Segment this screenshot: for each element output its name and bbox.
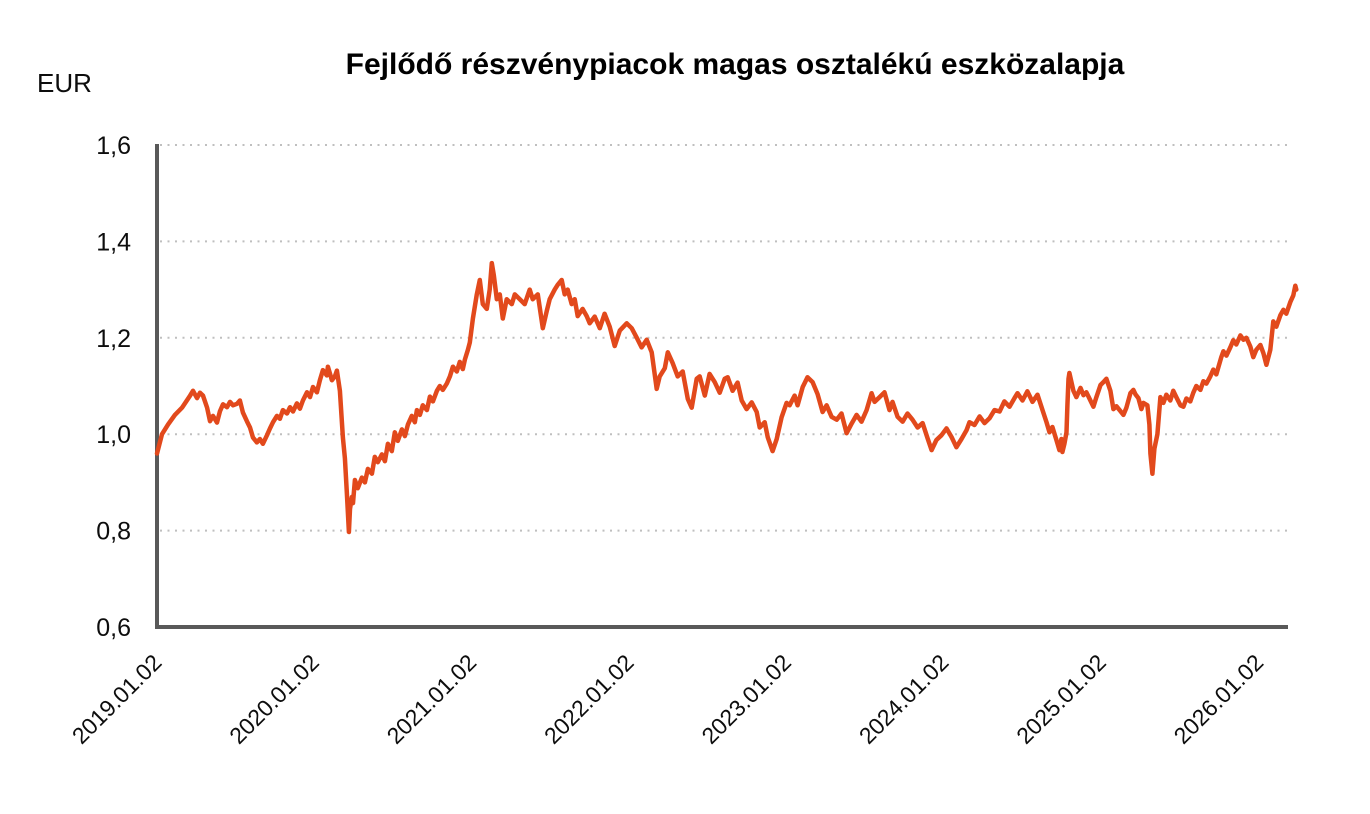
y-tick-label: 1,6 <box>96 132 131 160</box>
y-tick-label: 0,6 <box>96 614 131 642</box>
x-tick-label: 2026.01.02 <box>1169 649 1269 749</box>
y-axis-tick-labels: 1,6 1,4 1,2 1,0 0,8 0,6 <box>96 132 131 642</box>
x-tick-label: 2021.01.02 <box>382 649 482 749</box>
chart-title: Fejlődő részvénypiacok magas osztalékú e… <box>345 48 1125 81</box>
gridlines <box>160 144 1288 532</box>
x-tick-label: 2023.01.02 <box>696 649 796 749</box>
x-tick-label: 2025.01.02 <box>1011 649 1111 749</box>
y-tick-label: 1,4 <box>96 228 131 256</box>
y-tick-label: 0,8 <box>96 518 131 546</box>
fund-price-line <box>154 260 1299 535</box>
x-tick-label: 2020.01.02 <box>224 649 324 749</box>
y-tick-label: 1,2 <box>96 325 131 353</box>
x-tick-label: 2024.01.02 <box>854 649 954 749</box>
x-tick-label: 2022.01.02 <box>539 649 639 749</box>
y-axis-unit-label: EUR <box>37 68 92 98</box>
x-tick-label: 2019.01.02 <box>67 649 167 749</box>
x-axis-tick-labels: 2019.01.02 2020.01.02 2021.01.02 2022.01.02… <box>67 649 1269 749</box>
axes <box>155 144 1288 629</box>
y-tick-label: 1,0 <box>96 421 131 449</box>
